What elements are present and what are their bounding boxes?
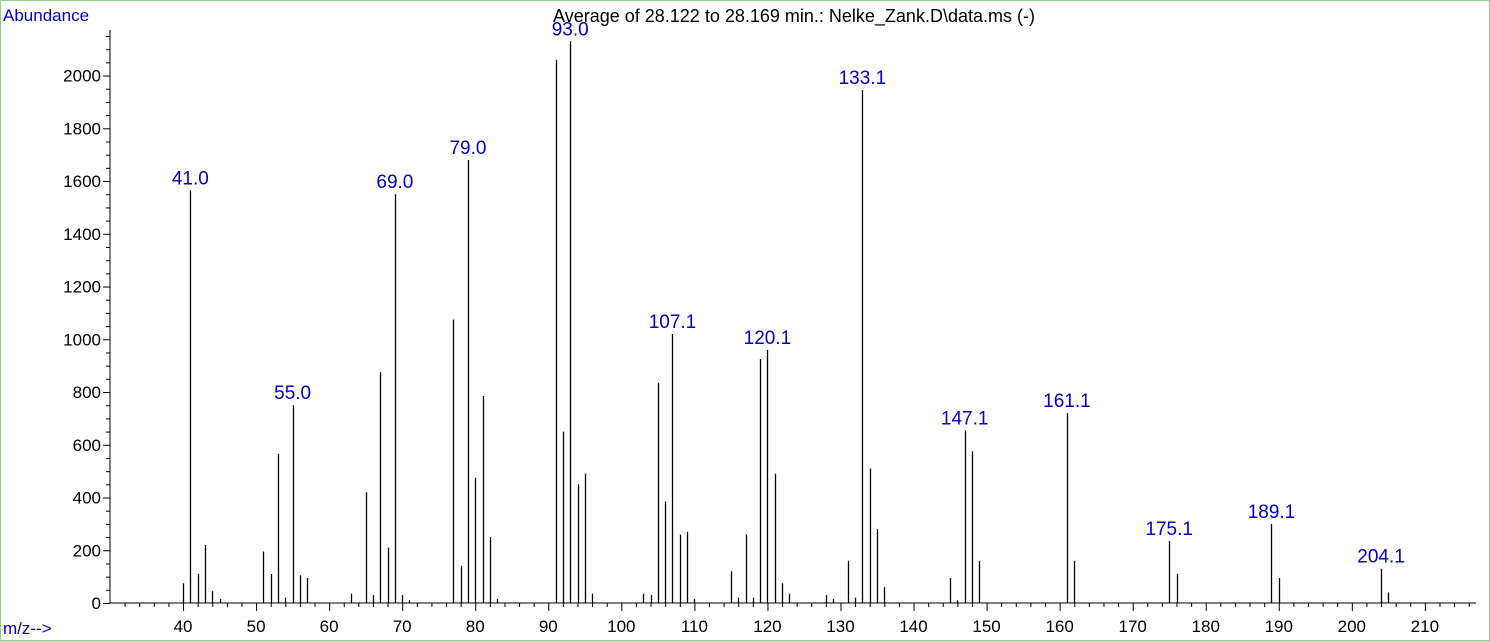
x-tick-label: 60: [320, 617, 339, 636]
y-axis-label: Abundance: [3, 6, 89, 25]
x-tick-label: 110: [681, 617, 708, 636]
peak-label: 55.0: [274, 383, 311, 404]
peak-label: 120.1: [744, 328, 792, 349]
x-tick-label: 150: [972, 617, 1000, 636]
x-tick-label: 90: [539, 617, 558, 636]
x-tick-label: 120: [753, 617, 781, 636]
peak-label: 189.1: [1248, 502, 1296, 523]
y-tick-label: 1200: [63, 278, 101, 297]
x-tick-label: 80: [466, 617, 485, 636]
peak-label: 69.0: [376, 172, 413, 193]
peak-label: 204.1: [1357, 547, 1405, 568]
x-tick-label: 200: [1338, 617, 1366, 636]
x-tick-label: 50: [247, 617, 266, 636]
y-tick-label: 800: [73, 383, 101, 402]
y-tick-label: 1800: [63, 119, 101, 138]
chart-title: Average of 28.122 to 28.169 min.: Nelke_…: [553, 6, 1035, 27]
x-tick-label: 210: [1411, 617, 1439, 636]
x-tick-label: 100: [607, 617, 635, 636]
x-tick-label: 70: [393, 617, 412, 636]
x-tick-label: 130: [826, 617, 854, 636]
y-tick-label: 2000: [63, 67, 101, 86]
y-tick-label: 1000: [63, 330, 101, 349]
x-tick-label: 160: [1045, 617, 1073, 636]
x-tick-label: 140: [899, 617, 927, 636]
x-tick-label: 40: [174, 617, 193, 636]
y-tick-label: 0: [92, 594, 101, 613]
x-axis-label: m/z-->: [3, 619, 52, 638]
peak-label: 133.1: [839, 68, 887, 89]
y-tick-label: 600: [73, 436, 101, 455]
peak-label: 79.0: [449, 138, 486, 159]
peak-label: 41.0: [172, 168, 209, 189]
y-tick-label: 200: [73, 541, 101, 560]
axes: 0 200 400 600 800 1000 1200 1400 1600 1800 2000 40 5…: [63, 30, 1476, 636]
y-tick-label: 1400: [63, 225, 101, 244]
peak-bars: [182, 41, 1390, 603]
peak-labels: 41.0 55.0 69.0 79.0 93.0 107.1 120.1 133.1 147.1…: [172, 19, 1405, 567]
peak-label: 93.0: [552, 19, 589, 40]
peak-label: 147.1: [941, 408, 989, 429]
x-tick-label: 170: [1118, 617, 1146, 636]
peak-label: 107.1: [649, 312, 697, 333]
y-tick-label: 1600: [63, 172, 101, 191]
peak-label: 175.1: [1145, 519, 1193, 540]
y-tick-label: 400: [73, 489, 101, 508]
x-tick-label: 190: [1265, 617, 1293, 636]
x-tick-label: 180: [1192, 617, 1220, 636]
peak-label: 161.1: [1043, 391, 1091, 412]
